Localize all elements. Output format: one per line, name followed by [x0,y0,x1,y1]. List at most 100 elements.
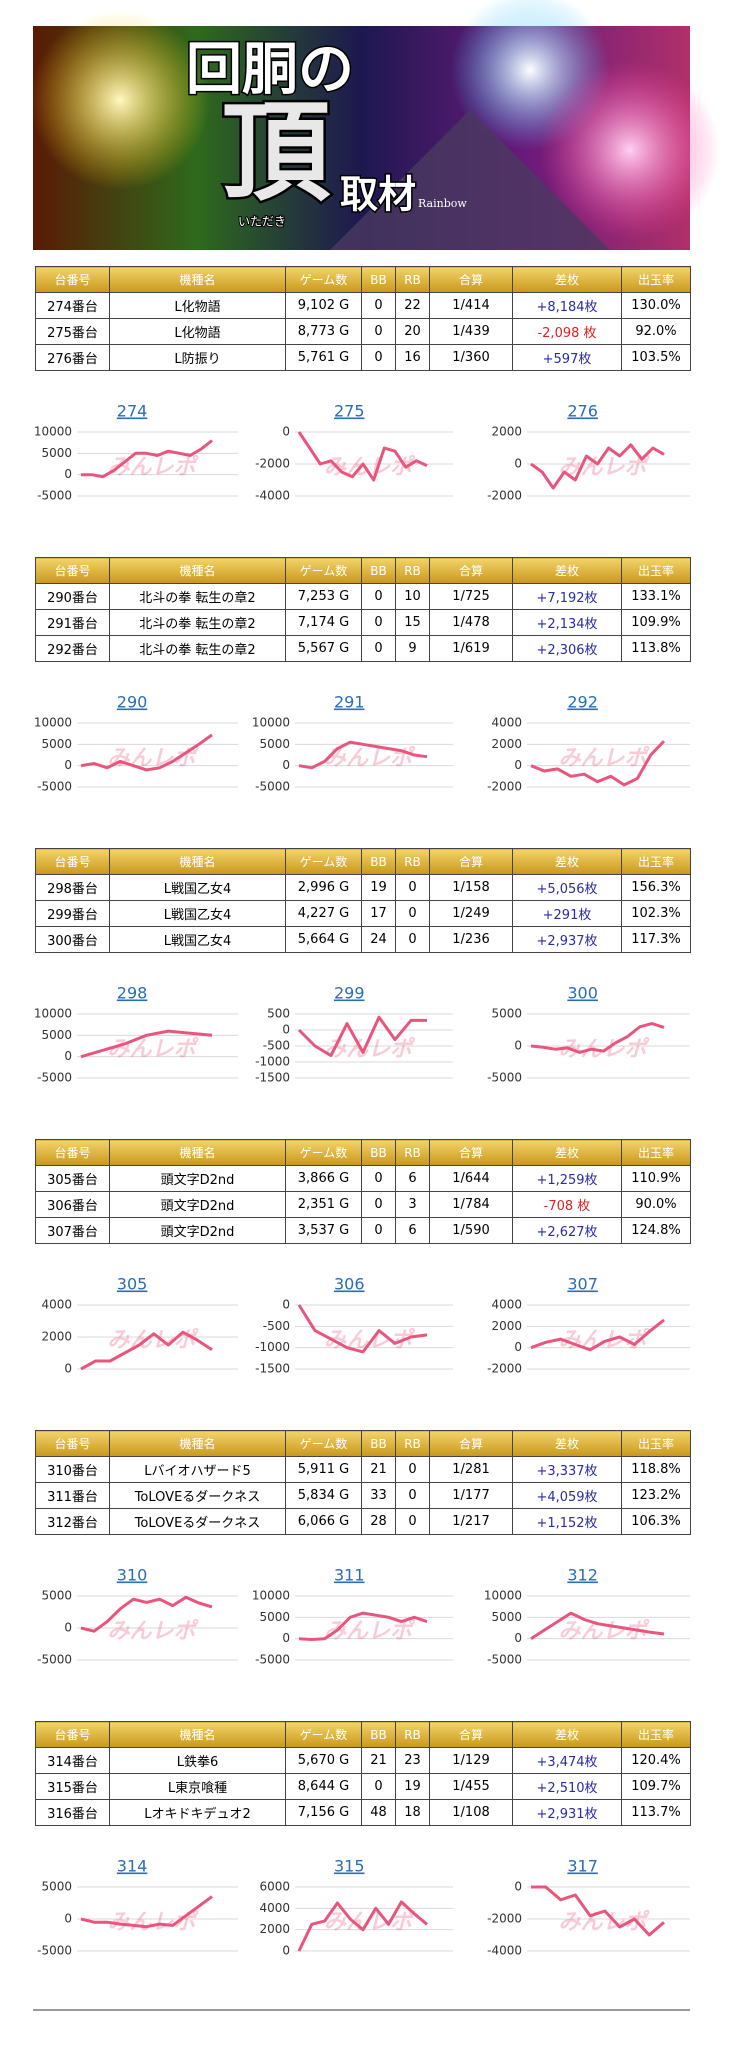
table-row: 312番台 ToLOVEるダークネス 6,066 G 28 0 1/217 +1,152枚 1… [35,1508,691,1535]
y-tick-label: 5000 [491,1610,522,1624]
y-tick-label: 10000 [252,1589,290,1603]
table-cell: 316番台 [35,1799,110,1826]
header-cell: 合算 [429,848,513,875]
table-row: 307番台 頭文字D2nd 3,537 G 0 6 1/590 +2,627枚 124.8% [35,1217,691,1244]
table-cell: 123.2% [621,1482,691,1509]
header-cell: 合算 [429,557,513,584]
table-cell: +2,937枚 [512,926,622,953]
header-cell: BB [361,1430,396,1457]
data-table: 台番号 機種名 ゲーム数 BB RB 合算 差枚 出玉率 314番台 L鉄拳6 5,670 G 21 2… [35,1721,691,1826]
table-cell: L東京喰種 [109,1773,286,1800]
table-cell: +2,510枚 [512,1773,622,1800]
table-cell: 北斗の拳 転生の章2 [109,609,286,636]
table-cell: 0 [395,874,430,901]
table-cell: 2,996 G [285,874,362,901]
chart-title[interactable]: 298 [117,984,148,1003]
y-tick-label: 4000 [491,1298,522,1312]
table-cell: +1,259枚 [512,1165,622,1192]
chart-title[interactable]: 274 [117,402,148,421]
y-tick-label: 4000 [259,1901,290,1915]
table-cell: 8,644 G [285,1773,362,1800]
header-cell: 機種名 [109,266,286,293]
chart-title[interactable]: 310 [117,1566,148,1585]
table-cell: 0 [395,900,430,927]
table-cell: -708 枚 [512,1191,622,1218]
table-cell: 21 [361,1456,396,1483]
banner-glow [30,10,210,190]
table-cell: 頭文字D2nd [109,1217,286,1244]
y-tick-label: -5000 [487,1071,522,1085]
table-cell: 19 [395,1773,430,1800]
y-tick-label: 0 [282,1631,290,1645]
header-row: 台番号 機種名 ゲーム数 BB RB 合算 差枚 出玉率 [35,557,691,584]
table-cell: 106.3% [621,1508,691,1535]
header-cell: 差枚 [512,266,622,293]
y-tick-label: -2000 [487,1362,522,1376]
y-tick-label: 0 [282,1023,290,1037]
watermark: みんレポ [107,1327,199,1353]
table-cell: 6 [395,1217,430,1244]
table-cell: 1/360 [429,344,513,371]
chart-title[interactable]: 315 [334,1857,365,1876]
chart-title[interactable]: 307 [567,1275,598,1294]
chart-title[interactable]: 290 [117,693,148,712]
chart-title[interactable]: 291 [334,693,365,712]
y-tick-label: -5000 [37,489,72,503]
y-tick-label: -2000 [487,1912,522,1926]
y-tick-label: -2000 [487,489,522,503]
table-cell: 5,834 G [285,1482,362,1509]
table-cell: +7,192枚 [512,583,622,610]
y-tick-label: -500 [263,1039,290,1053]
chart-title[interactable]: 300 [567,984,598,1003]
header-cell: 合算 [429,1721,513,1748]
y-tick-label: -5000 [255,1653,290,1667]
chart-title[interactable]: 311 [334,1566,365,1585]
banner-text: 頂 [222,90,331,216]
chart-title[interactable]: 317 [567,1857,598,1876]
chart-title[interactable]: 275 [334,402,365,421]
data-table: 台番号 機種名 ゲーム数 BB RB 合算 差枚 出玉率 274番台 L化物語 9,102 G 0 22… [35,266,691,371]
header-cell: RB [395,1430,430,1457]
table-cell: 0 [361,344,396,371]
y-tick-label: -1500 [255,1071,290,1085]
chart-title[interactable]: 314 [117,1857,148,1876]
y-tick-label: 2000 [41,1330,72,1344]
table-cell: 北斗の拳 転生の章2 [109,635,286,662]
y-tick-label: 0 [64,1362,72,1376]
watermark: みんレポ [558,454,650,480]
y-tick-label: -1500 [255,1362,290,1376]
y-tick-label: -1000 [255,1340,290,1354]
table-cell: 275番台 [35,318,110,345]
table-cell: 頭文字D2nd [109,1191,286,1218]
watermark: みんレポ [324,1909,416,1935]
table-row: 291番台 北斗の拳 転生の章2 7,174 G 0 15 1/478 +2,134枚 109… [35,609,691,636]
table-cell: 110.9% [621,1165,691,1192]
y-tick-label: 500 [267,1007,290,1021]
y-tick-label: 5000 [259,1610,290,1624]
header-row: 台番号 機種名 ゲーム数 BB RB 合算 差枚 出玉率 [35,848,691,875]
table-cell: 9,102 G [285,292,362,319]
y-tick-label: -5000 [37,780,72,794]
table-cell: ToLOVEるダークネス [109,1508,286,1535]
header-cell: 差枚 [512,1139,622,1166]
header-cell: RB [395,1139,430,1166]
chart-title[interactable]: 312 [567,1566,598,1585]
table-cell: 0 [361,318,396,345]
header-cell: 差枚 [512,848,622,875]
chart-title[interactable]: 292 [567,693,598,712]
header-cell: BB [361,848,396,875]
chart-title[interactable]: 276 [567,402,598,421]
table-cell: 314番台 [35,1747,110,1774]
header-cell: ゲーム数 [285,1721,362,1748]
chart-title[interactable]: 305 [117,1275,148,1294]
y-tick-label: 10000 [34,425,72,439]
table-cell: 15 [395,609,430,636]
table-cell: 1/158 [429,874,513,901]
chart-title[interactable]: 306 [334,1275,365,1294]
y-tick-label: 5000 [41,1589,72,1603]
header-cell: 台番号 [35,1721,110,1748]
chart-title[interactable]: 299 [334,984,365,1003]
table-cell: 7,174 G [285,609,362,636]
table-cell: 1/281 [429,1456,513,1483]
